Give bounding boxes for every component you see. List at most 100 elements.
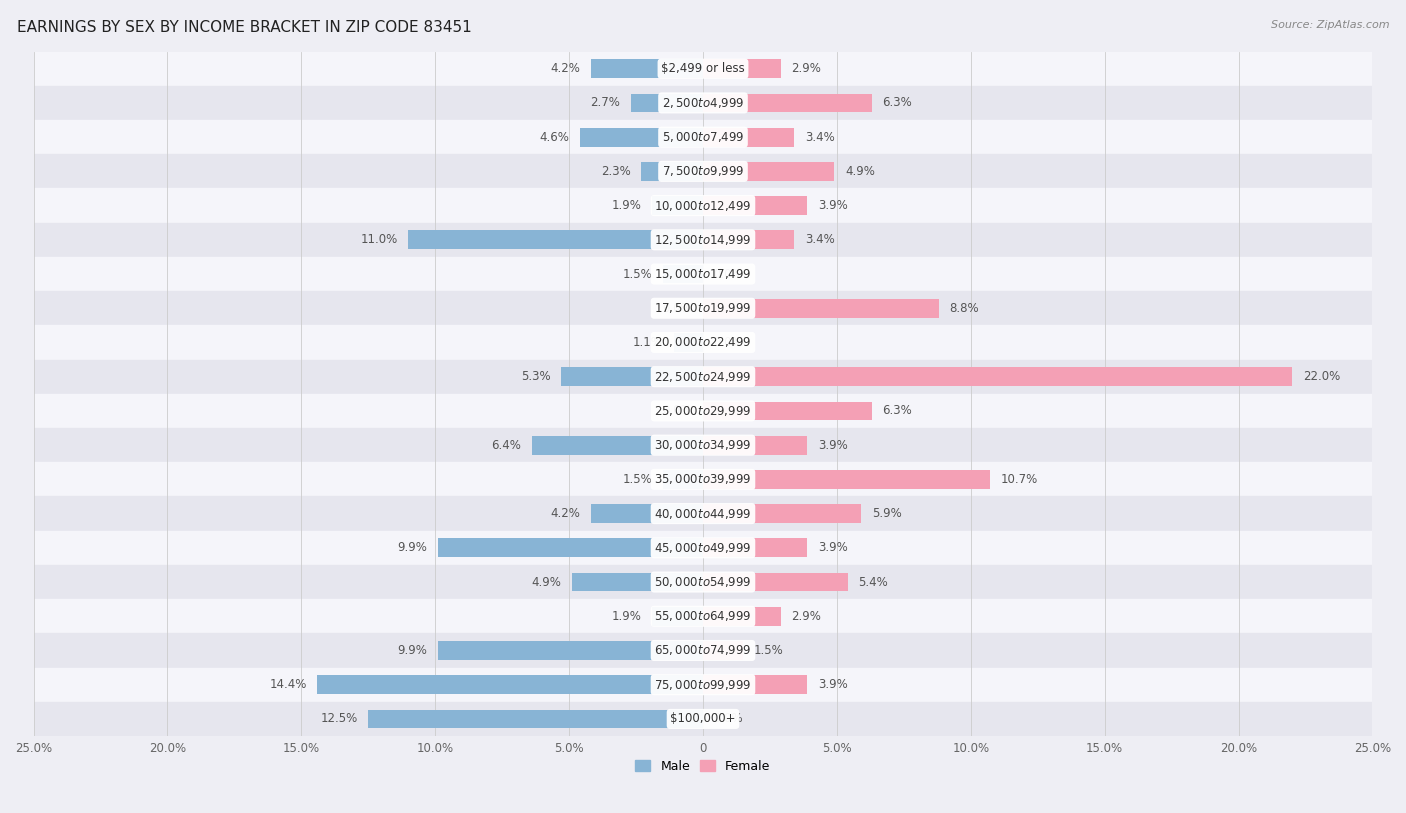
Text: 0.0%: 0.0% — [714, 712, 744, 725]
Bar — [34, 189, 1372, 223]
Text: $12,500 to $14,999: $12,500 to $14,999 — [654, 233, 752, 247]
Text: 2.3%: 2.3% — [600, 165, 631, 178]
Text: $30,000 to $34,999: $30,000 to $34,999 — [654, 438, 752, 452]
Bar — [703, 436, 807, 454]
Bar — [703, 538, 807, 557]
Bar — [531, 436, 703, 454]
Bar — [703, 504, 860, 523]
Text: $35,000 to $39,999: $35,000 to $39,999 — [654, 472, 752, 486]
Text: $2,499 or less: $2,499 or less — [661, 63, 745, 75]
Text: 0.0%: 0.0% — [714, 336, 744, 349]
Bar — [409, 230, 703, 250]
Text: 3.4%: 3.4% — [804, 131, 835, 144]
Bar — [561, 367, 703, 386]
Text: 0.0%: 0.0% — [662, 302, 692, 315]
Text: 0.0%: 0.0% — [662, 404, 692, 417]
Text: $65,000 to $74,999: $65,000 to $74,999 — [654, 643, 752, 658]
Bar — [34, 154, 1372, 189]
Text: 4.2%: 4.2% — [550, 507, 579, 520]
Bar — [34, 531, 1372, 565]
Bar — [652, 196, 703, 215]
Text: 1.5%: 1.5% — [623, 267, 652, 280]
Bar — [591, 504, 703, 523]
Text: 4.6%: 4.6% — [540, 131, 569, 144]
Bar — [591, 59, 703, 78]
Bar — [34, 463, 1372, 497]
Legend: Male, Female: Male, Female — [630, 754, 776, 778]
Bar — [703, 93, 872, 112]
Text: 12.5%: 12.5% — [321, 712, 357, 725]
Bar — [579, 128, 703, 146]
Text: $17,500 to $19,999: $17,500 to $19,999 — [654, 302, 752, 315]
Bar — [703, 128, 794, 146]
Bar — [34, 325, 1372, 359]
Text: $45,000 to $49,999: $45,000 to $49,999 — [654, 541, 752, 554]
Bar — [703, 299, 939, 318]
Text: 5.4%: 5.4% — [858, 576, 889, 589]
Bar — [34, 565, 1372, 599]
Bar — [703, 676, 807, 694]
Text: 10.7%: 10.7% — [1000, 473, 1038, 486]
Bar — [34, 291, 1372, 325]
Bar — [703, 162, 834, 180]
Bar — [703, 230, 794, 250]
Text: 5.9%: 5.9% — [872, 507, 901, 520]
Bar — [34, 633, 1372, 667]
Bar — [368, 710, 703, 728]
Bar — [703, 59, 780, 78]
Bar — [34, 257, 1372, 291]
Text: $2,500 to $4,999: $2,500 to $4,999 — [662, 96, 744, 110]
Text: 1.9%: 1.9% — [612, 610, 641, 623]
Bar — [703, 606, 780, 626]
Text: $15,000 to $17,499: $15,000 to $17,499 — [654, 267, 752, 281]
Bar — [652, 606, 703, 626]
Bar — [34, 359, 1372, 393]
Bar — [34, 428, 1372, 463]
Text: $100,000+: $100,000+ — [671, 712, 735, 725]
Text: $22,500 to $24,999: $22,500 to $24,999 — [654, 370, 752, 384]
Text: Source: ZipAtlas.com: Source: ZipAtlas.com — [1271, 20, 1389, 30]
Text: 3.9%: 3.9% — [818, 439, 848, 452]
Text: 3.9%: 3.9% — [818, 541, 848, 554]
Text: 6.3%: 6.3% — [883, 97, 912, 110]
Bar — [34, 86, 1372, 120]
Bar — [34, 497, 1372, 531]
Bar — [703, 196, 807, 215]
Bar — [34, 393, 1372, 428]
Bar — [703, 367, 1292, 386]
Text: 1.1%: 1.1% — [633, 336, 662, 349]
Bar — [673, 333, 703, 352]
Bar — [34, 120, 1372, 154]
Text: $55,000 to $64,999: $55,000 to $64,999 — [654, 609, 752, 624]
Text: $20,000 to $22,499: $20,000 to $22,499 — [654, 336, 752, 350]
Bar — [34, 599, 1372, 633]
Bar — [703, 641, 744, 660]
Bar — [437, 538, 703, 557]
Text: 11.0%: 11.0% — [360, 233, 398, 246]
Text: 3.9%: 3.9% — [818, 678, 848, 691]
Bar — [318, 676, 703, 694]
Text: $10,000 to $12,499: $10,000 to $12,499 — [654, 198, 752, 212]
Text: 9.9%: 9.9% — [398, 644, 427, 657]
Bar — [437, 641, 703, 660]
Text: 4.9%: 4.9% — [531, 576, 561, 589]
Bar — [662, 470, 703, 489]
Text: 1.9%: 1.9% — [612, 199, 641, 212]
Text: $75,000 to $99,999: $75,000 to $99,999 — [654, 678, 752, 692]
Text: 3.4%: 3.4% — [804, 233, 835, 246]
Bar — [34, 702, 1372, 736]
Text: 1.5%: 1.5% — [623, 473, 652, 486]
Text: 5.3%: 5.3% — [520, 370, 550, 383]
Text: 6.3%: 6.3% — [883, 404, 912, 417]
Text: $5,000 to $7,499: $5,000 to $7,499 — [662, 130, 744, 144]
Bar — [703, 402, 872, 420]
Text: 14.4%: 14.4% — [270, 678, 307, 691]
Text: 4.2%: 4.2% — [550, 63, 579, 75]
Text: 6.4%: 6.4% — [491, 439, 520, 452]
Text: 4.9%: 4.9% — [845, 165, 875, 178]
Text: 3.9%: 3.9% — [818, 199, 848, 212]
Text: $50,000 to $54,999: $50,000 to $54,999 — [654, 575, 752, 589]
Text: 1.5%: 1.5% — [754, 644, 783, 657]
Bar — [703, 470, 990, 489]
Text: 2.7%: 2.7% — [591, 97, 620, 110]
